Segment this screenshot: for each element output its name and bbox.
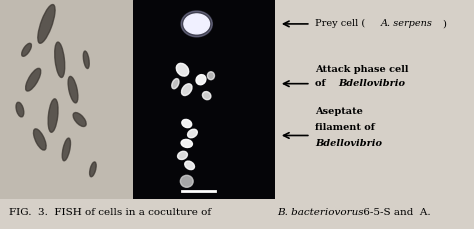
Ellipse shape — [16, 102, 24, 117]
Text: of: of — [315, 79, 329, 88]
Ellipse shape — [83, 51, 89, 68]
Text: Bdellovibrio: Bdellovibrio — [315, 139, 382, 148]
Ellipse shape — [22, 43, 31, 56]
Text: filament of: filament of — [315, 123, 374, 132]
Text: FIG.  3.  FISH of cells in a coculture of: FIG. 3. FISH of cells in a coculture of — [9, 208, 215, 217]
Text: B. bacteriovorus: B. bacteriovorus — [277, 208, 364, 217]
Ellipse shape — [178, 151, 187, 160]
Ellipse shape — [176, 63, 189, 76]
Ellipse shape — [182, 84, 192, 95]
Text: A. serpens: A. serpens — [381, 19, 432, 28]
Text: 6-5-S and  A.: 6-5-S and A. — [360, 208, 431, 217]
Ellipse shape — [207, 72, 214, 80]
Ellipse shape — [38, 5, 55, 43]
Text: Prey cell (: Prey cell ( — [315, 19, 365, 28]
Ellipse shape — [181, 11, 212, 37]
Ellipse shape — [182, 119, 191, 128]
Ellipse shape — [184, 14, 210, 34]
Ellipse shape — [202, 92, 211, 100]
Text: Attack phase cell: Attack phase cell — [315, 65, 408, 74]
Ellipse shape — [26, 68, 41, 91]
Ellipse shape — [196, 75, 206, 85]
Ellipse shape — [90, 162, 96, 177]
Ellipse shape — [181, 139, 192, 147]
Ellipse shape — [188, 129, 197, 138]
Ellipse shape — [172, 79, 179, 89]
Ellipse shape — [68, 76, 78, 103]
Ellipse shape — [48, 99, 58, 132]
Ellipse shape — [73, 113, 86, 126]
Ellipse shape — [62, 138, 71, 161]
Text: ): ) — [442, 19, 446, 28]
Ellipse shape — [185, 161, 194, 170]
Text: Aseptate: Aseptate — [315, 107, 363, 116]
Ellipse shape — [180, 175, 193, 187]
Ellipse shape — [34, 129, 46, 150]
Ellipse shape — [55, 42, 65, 77]
Text: Bdellovibrio: Bdellovibrio — [338, 79, 406, 88]
